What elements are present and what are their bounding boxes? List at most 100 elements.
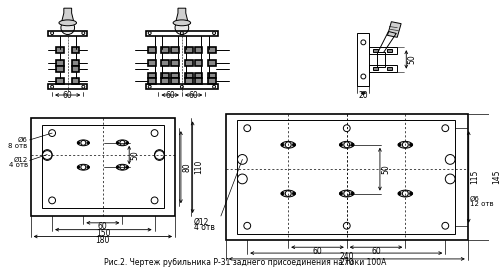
Circle shape (344, 142, 350, 148)
Bar (185, 47, 192, 53)
Text: 4 отв: 4 отв (8, 162, 28, 168)
Bar (377, 52, 385, 67)
Circle shape (116, 142, 118, 144)
Bar (208, 78, 216, 84)
Text: Ø6: Ø6 (18, 137, 28, 143)
Circle shape (351, 143, 354, 146)
Text: 50: 50 (408, 55, 416, 64)
Bar (72, 47, 80, 53)
Circle shape (50, 85, 53, 88)
Circle shape (82, 85, 85, 88)
Circle shape (286, 142, 291, 148)
Circle shape (410, 143, 412, 146)
Circle shape (126, 142, 128, 144)
Bar (373, 67, 378, 70)
Text: 115: 115 (470, 170, 479, 184)
Bar (72, 78, 80, 84)
Bar (194, 47, 202, 53)
Bar (48, 31, 87, 36)
Bar (171, 60, 179, 66)
Circle shape (81, 165, 86, 170)
Bar (194, 78, 202, 84)
Bar (185, 78, 192, 84)
Text: 240: 240 (339, 252, 353, 261)
Bar (56, 47, 64, 53)
Bar (226, 114, 468, 240)
Circle shape (344, 191, 350, 196)
Text: 270: 270 (340, 258, 354, 267)
Bar (387, 67, 392, 70)
Bar (148, 73, 156, 78)
Text: 80: 80 (182, 162, 192, 172)
Circle shape (175, 21, 188, 35)
Text: 8 отв: 8 отв (8, 143, 28, 149)
Ellipse shape (78, 140, 89, 146)
Circle shape (402, 191, 408, 196)
Bar (162, 47, 169, 53)
Bar (171, 78, 179, 84)
Bar (194, 73, 202, 78)
Circle shape (120, 140, 125, 145)
Bar (194, 60, 202, 66)
Bar (146, 31, 218, 36)
Bar (162, 73, 169, 78)
Bar (185, 73, 192, 78)
Circle shape (212, 32, 216, 35)
Bar (42, 125, 164, 208)
Ellipse shape (173, 20, 190, 26)
Ellipse shape (282, 190, 295, 197)
Ellipse shape (78, 164, 89, 170)
Text: 110: 110 (194, 160, 203, 174)
Ellipse shape (340, 190, 353, 197)
Bar (369, 65, 396, 72)
Bar (72, 66, 80, 72)
Bar (208, 47, 216, 53)
Text: 50: 50 (382, 164, 390, 174)
Ellipse shape (116, 164, 128, 170)
Bar (238, 120, 455, 234)
Bar (148, 47, 156, 53)
Circle shape (120, 165, 125, 170)
Text: 60: 60 (98, 222, 108, 231)
Bar (148, 78, 156, 84)
Circle shape (82, 32, 85, 35)
Bar (358, 33, 369, 86)
Polygon shape (176, 8, 188, 21)
Circle shape (410, 192, 412, 195)
Circle shape (81, 140, 86, 145)
Bar (171, 73, 179, 78)
Bar (146, 84, 218, 89)
Circle shape (180, 32, 184, 35)
Circle shape (292, 192, 296, 195)
Bar (56, 60, 64, 66)
Bar (208, 60, 216, 66)
Bar (30, 118, 175, 216)
Text: Ø12: Ø12 (14, 156, 28, 162)
Circle shape (50, 32, 53, 35)
Circle shape (148, 32, 151, 35)
Circle shape (286, 191, 291, 196)
Ellipse shape (398, 141, 412, 148)
Circle shape (340, 143, 342, 146)
Bar (185, 60, 192, 66)
Circle shape (351, 192, 354, 195)
Circle shape (116, 166, 118, 168)
Ellipse shape (116, 140, 128, 146)
Text: 50: 50 (130, 150, 140, 160)
Bar (208, 73, 216, 78)
Circle shape (398, 192, 401, 195)
Text: 60: 60 (312, 247, 322, 256)
Polygon shape (388, 22, 401, 37)
Text: Ø6: Ø6 (470, 196, 480, 202)
Circle shape (126, 166, 128, 168)
Text: 60: 60 (63, 91, 72, 100)
Circle shape (180, 85, 184, 88)
Circle shape (87, 166, 90, 168)
Text: 60: 60 (166, 91, 175, 100)
Circle shape (281, 143, 284, 146)
Bar (373, 49, 378, 52)
Ellipse shape (398, 190, 412, 197)
Bar (387, 49, 392, 52)
Bar (162, 60, 169, 66)
Text: 12 отв: 12 отв (470, 201, 494, 207)
